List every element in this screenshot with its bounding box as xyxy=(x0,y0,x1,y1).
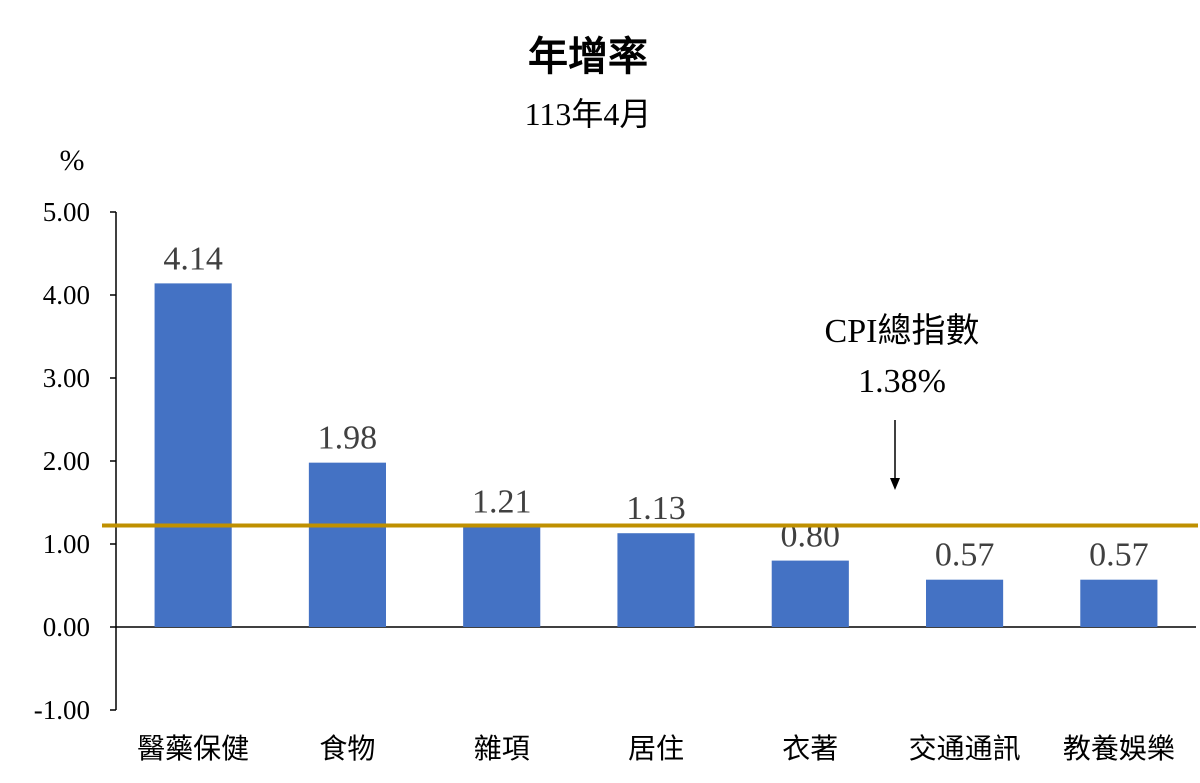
category-labels: 醫藥保健 食物 雜項 居住 衣著 交通通訊 教養娛樂 xyxy=(137,733,1175,765)
category-label: 食物 xyxy=(319,733,375,765)
data-label: 4.14 xyxy=(163,240,223,277)
data-label: 0.57 xyxy=(935,537,995,574)
y-tick-labels: 5.00 4.00 3.00 2.00 1.00 0.00 -1.00 xyxy=(34,197,116,725)
category-label: 衣著 xyxy=(782,733,838,765)
data-label: 1.98 xyxy=(318,420,378,457)
category-label: 醫藥保健 xyxy=(137,733,249,765)
y-tick-label: 0.00 xyxy=(43,612,90,642)
data-label: 1.21 xyxy=(472,484,532,521)
y-axis-unit: % xyxy=(60,144,85,177)
cpi-annotation-label: CPI總指數 xyxy=(825,312,980,350)
bar xyxy=(308,462,386,627)
data-label: 0.80 xyxy=(781,518,841,555)
category-label: 居住 xyxy=(628,733,684,765)
cpi-annotation-arrowhead xyxy=(890,478,900,490)
y-tick-label: 1.00 xyxy=(43,529,90,559)
y-tick-label: 5.00 xyxy=(43,197,90,227)
data-label: 1.13 xyxy=(626,490,686,527)
y-tick-label: 4.00 xyxy=(43,280,90,310)
bar xyxy=(926,579,1004,627)
chart-subtitle: 113年4月 xyxy=(525,96,652,132)
category-label: 教養娛樂 xyxy=(1063,733,1175,765)
category-label: 交通通訊 xyxy=(909,733,1021,765)
data-labels: 4.14 1.98 1.21 1.13 0.80 0.57 0.57 xyxy=(163,240,1148,573)
cpi-annotation-value: 1.38% xyxy=(858,363,946,400)
category-label: 雜項 xyxy=(474,733,530,765)
y-tick-label: 3.00 xyxy=(43,363,90,393)
bar xyxy=(1080,579,1158,627)
bar xyxy=(771,560,849,627)
bar xyxy=(463,526,541,627)
data-label: 0.57 xyxy=(1089,537,1149,574)
y-tick-label: -1.00 xyxy=(34,695,90,725)
y-tick-label: 2.00 xyxy=(43,446,90,476)
bars xyxy=(154,283,1158,627)
chart-title: 年增率 xyxy=(528,34,648,79)
bar xyxy=(617,533,695,627)
bar xyxy=(154,283,232,627)
